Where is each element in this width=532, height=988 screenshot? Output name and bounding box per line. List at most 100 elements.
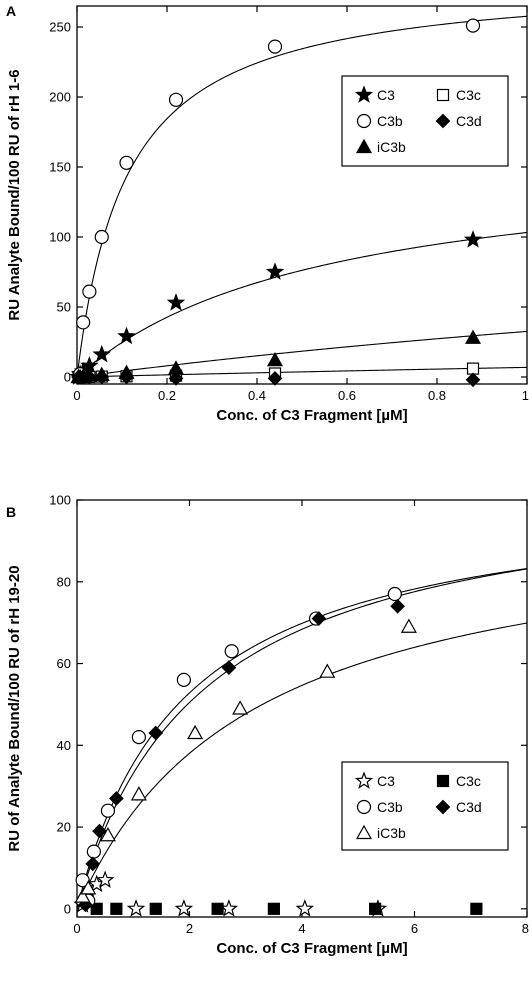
data-point-c3d	[85, 856, 101, 872]
data-point-c3c	[470, 902, 483, 915]
data-point-c3d	[465, 372, 481, 388]
data-point-c3	[295, 899, 315, 917]
data-point-c3b	[76, 315, 91, 330]
legend-label-c3c: C3c	[456, 87, 481, 103]
data-point-c3b	[131, 730, 146, 745]
x-tick-label: 8	[522, 921, 529, 936]
data-point-ic3b	[93, 366, 110, 381]
legend-label-c3b: C3b	[377, 799, 403, 815]
data-point-ic3b	[99, 827, 116, 842]
fit-curve-c3b	[77, 15, 527, 378]
data-point-c3d	[267, 371, 283, 386]
legend-marker-c3d	[435, 113, 451, 129]
fit-curve-c3d	[77, 568, 527, 909]
panel-b-letter: B	[6, 504, 16, 520]
data-point-c3	[174, 899, 194, 917]
legend-marker-c3b	[356, 113, 372, 129]
series-c3b	[75, 586, 402, 908]
y-tick-label: 250	[49, 20, 71, 35]
y-tick-label: 40	[57, 738, 71, 753]
series-c3d	[78, 598, 405, 913]
data-point-c3c	[211, 902, 224, 915]
data-point-c3c	[267, 902, 280, 915]
y-tick-label: 0	[64, 370, 71, 385]
y-tick-label: 50	[57, 300, 71, 315]
y-tick-label: 0	[64, 901, 71, 916]
x-tick-label: 0.8	[428, 388, 446, 403]
data-point-c3b	[86, 844, 101, 859]
x-tick-label: 1	[522, 388, 529, 403]
x-tick-label: 0.6	[338, 388, 356, 403]
legend-label-c3d: C3d	[456, 799, 482, 815]
data-point-c3b	[119, 155, 134, 170]
legend-label-c3d: C3d	[456, 113, 482, 129]
data-point-c3c	[369, 902, 382, 915]
x-tick-label: 2	[186, 921, 193, 936]
data-point-c3b	[82, 284, 97, 299]
y-tick-label: 100	[49, 493, 71, 508]
data-point-c3	[95, 870, 115, 889]
series-ic3b	[74, 618, 417, 903]
x-axis-title: Conc. of C3 Fragment [µM]	[216, 940, 407, 957]
data-point-ic3b	[130, 786, 147, 801]
legend-label-ic3b: iC3b	[377, 139, 406, 155]
legend-marker-c3c	[436, 88, 450, 102]
data-point-c3	[265, 262, 285, 280]
legend-marker-c3c	[436, 774, 450, 788]
data-point-c3	[166, 293, 186, 311]
data-point-c3d	[390, 598, 405, 614]
data-point-c3	[92, 344, 111, 363]
x-tick-label: 4	[298, 921, 305, 936]
series-c3c	[90, 902, 483, 915]
panel-a-letter: A	[6, 3, 16, 19]
x-axis-title: Conc. of C3 Fragment [µM]	[216, 407, 407, 424]
chart-panel-a: 0 0.2 0.4 0.6 0.8 1 0 50 100 150 200 250 Conc. of C3…	[6, 5, 529, 424]
data-point-c3b	[75, 873, 90, 888]
data-point-c3	[117, 326, 136, 345]
x-tick-label: 0.4	[248, 388, 266, 403]
legend: C3 C3c C3b C3d iC3b	[341, 761, 509, 851]
fit-curve-c3c	[77, 366, 527, 378]
data-point-c3d	[221, 660, 237, 675]
data-point-ic3b	[81, 367, 98, 382]
data-point-c3b	[267, 39, 283, 54]
plot-frame	[76, 499, 528, 918]
legend-label-c3: C3	[377, 87, 395, 103]
y-tick-label: 100	[49, 230, 71, 245]
x-tick-label: 6	[411, 921, 418, 936]
y-axis-title: RU of Analyte Bound/100 RU of rH 19-20	[6, 565, 23, 851]
data-point-c3b	[176, 672, 191, 687]
data-point-c3d	[92, 823, 107, 839]
x-tick-label: 0.2	[158, 388, 176, 403]
data-point-c3b	[387, 586, 402, 602]
legend-marker-c3	[354, 771, 374, 789]
data-point-c3d	[168, 371, 184, 386]
plot-frame	[76, 5, 528, 385]
legend-label-ic3b: iC3b	[377, 825, 406, 841]
legend-label-c3b: C3b	[377, 113, 403, 129]
fit-curve-c3	[77, 231, 527, 378]
fit-curve-ic3b	[77, 622, 527, 910]
legend-marker-c3d	[435, 799, 451, 815]
data-point-c3c	[90, 902, 103, 915]
data-point-c3b	[224, 644, 239, 659]
data-point-ic3b	[400, 618, 417, 633]
data-point-ic3b	[464, 329, 482, 344]
data-point-c3c	[466, 362, 480, 375]
data-point-ic3b	[80, 880, 97, 895]
x-tick-label: 0	[73, 921, 80, 936]
data-point-ic3b	[167, 360, 185, 375]
fit-curve-ic3b	[77, 330, 527, 378]
data-point-c3d	[109, 791, 124, 806]
data-point-c3b	[94, 229, 109, 245]
y-tick-label: 60	[57, 656, 71, 671]
legend-label-c3: C3	[377, 773, 395, 789]
y-tick-label: 80	[57, 574, 71, 589]
data-point-ic3b	[266, 351, 284, 367]
data-point-c3d	[148, 725, 164, 741]
legend-marker-ic3b	[355, 824, 373, 840]
legend-marker-c3	[354, 85, 374, 103]
series-c3b	[73, 18, 481, 382]
